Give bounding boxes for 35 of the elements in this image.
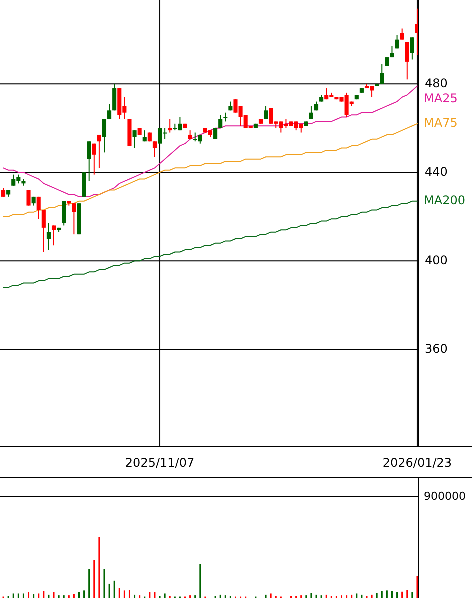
y-tick-label: 440 [425, 164, 448, 179]
candlestick [46, 223, 51, 251]
series-label: MA25 [424, 92, 458, 106]
candlestick [218, 114, 223, 129]
candlestick [400, 28, 404, 40]
line-series [3, 86, 418, 198]
candlestick [97, 134, 102, 169]
candlestick [132, 130, 137, 149]
candlestick [405, 42, 410, 80]
series-label: MA75 [424, 116, 458, 130]
candlestick [92, 143, 96, 176]
line-series [3, 200, 418, 288]
candlestick [410, 37, 414, 60]
candlestick [72, 203, 76, 236]
series-label: MA200 [424, 194, 466, 208]
x-tick-label: 2025/11/07 [125, 456, 195, 470]
candlestick [264, 106, 268, 120]
candlestick [26, 190, 31, 206]
candlestick [380, 64, 384, 85]
y-tick-label: 480 [425, 76, 448, 90]
candlestick [102, 118, 107, 154]
y-tick-label: 360 [425, 342, 448, 356]
candlestick [108, 104, 112, 120]
candlestick [62, 200, 66, 226]
text: 900000 [424, 490, 466, 504]
y-tick-label: 400 [425, 253, 448, 268]
candlestick [395, 34, 400, 50]
candlestick [112, 84, 117, 112]
x-tick-label: 2026/01/23 [382, 456, 452, 470]
candlestick [52, 225, 56, 246]
candlestick [309, 106, 314, 120]
candlestick [87, 141, 92, 182]
candlestick [42, 210, 46, 253]
candlestick [36, 196, 41, 220]
candlestick [152, 141, 157, 158]
